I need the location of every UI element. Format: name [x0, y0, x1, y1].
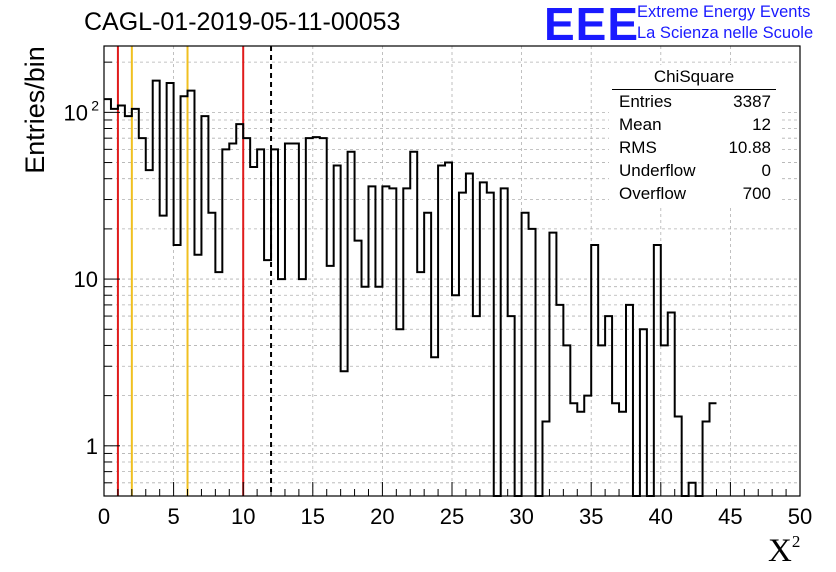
- x-tick-label: 15: [301, 504, 325, 529]
- histogram-series: [104, 79, 717, 497]
- logo-line-2: La Scienza nelle Scuole: [637, 24, 814, 42]
- y-tick-exponent: 2: [91, 97, 99, 113]
- x-axis-label: X2: [768, 532, 801, 569]
- stats-row: Mean 12: [619, 115, 771, 134]
- y-axis-label: Entries/bin: [20, 46, 50, 174]
- x-tick-label: 50: [788, 504, 812, 529]
- marker-lines: [116, 46, 273, 496]
- stats-row: RMS 10.88: [619, 138, 771, 157]
- x-tick-label: 45: [718, 504, 742, 529]
- x-tick-label: 0: [98, 504, 110, 529]
- histogram-line: [104, 79, 717, 497]
- y-tick-label: 1: [86, 434, 98, 459]
- stats-row: Underflow 0: [619, 161, 771, 180]
- x-tick-label: 20: [370, 504, 394, 529]
- stats-row: Entries 3387: [619, 92, 771, 111]
- eee-logo: EEE: [544, 0, 640, 50]
- x-tick-label: 5: [167, 504, 179, 529]
- logo-line-1: Extreme Energy Events: [637, 3, 811, 21]
- chart-title: CAGL-01-2019-05-11-00053: [84, 8, 401, 36]
- x-tick-label: 25: [440, 504, 464, 529]
- y-tick-label: 10: [64, 100, 88, 125]
- stats-row: Overflow 700: [619, 184, 771, 203]
- x-tick-label: 35: [579, 504, 603, 529]
- x-tick-label: 30: [509, 504, 533, 529]
- y-tick-label: 10: [74, 267, 98, 292]
- stats-header: ChiSquare: [612, 65, 776, 90]
- x-tick-label: 40: [649, 504, 673, 529]
- stats-box: ChiSquare Entries 3387 Mean 12 RMS 10.88 Un…: [609, 65, 779, 205]
- x-tick-label: 10: [231, 504, 255, 529]
